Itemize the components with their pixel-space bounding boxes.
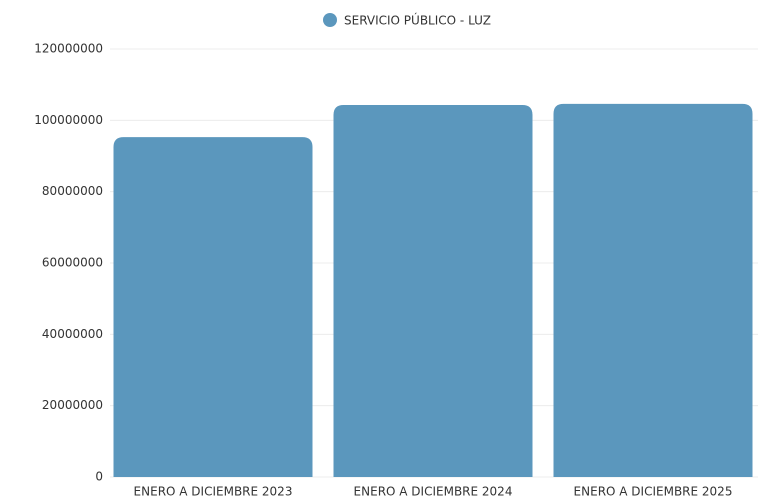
x-tick-label: ENERO A DICIEMBRE 2023: [134, 485, 293, 499]
x-tick-label: ENERO A DICIEMBRE 2025: [574, 485, 733, 499]
x-tick-label: ENERO A DICIEMBRE 2024: [354, 485, 513, 499]
y-tick-label: 60000000: [42, 256, 103, 270]
y-tick-label: 40000000: [42, 327, 103, 341]
legend-marker: [323, 13, 337, 27]
y-tick-label: 80000000: [42, 184, 103, 198]
y-tick-label: 100000000: [34, 113, 103, 127]
legend-label: SERVICIO PÚBLICO - LUZ: [344, 13, 491, 28]
bar: [113, 137, 313, 477]
y-tick-label: 0: [95, 470, 103, 484]
bar: [553, 103, 753, 477]
y-tick-label: 20000000: [42, 398, 103, 412]
bar: [333, 104, 533, 477]
y-tick-label: 120000000: [34, 42, 103, 56]
